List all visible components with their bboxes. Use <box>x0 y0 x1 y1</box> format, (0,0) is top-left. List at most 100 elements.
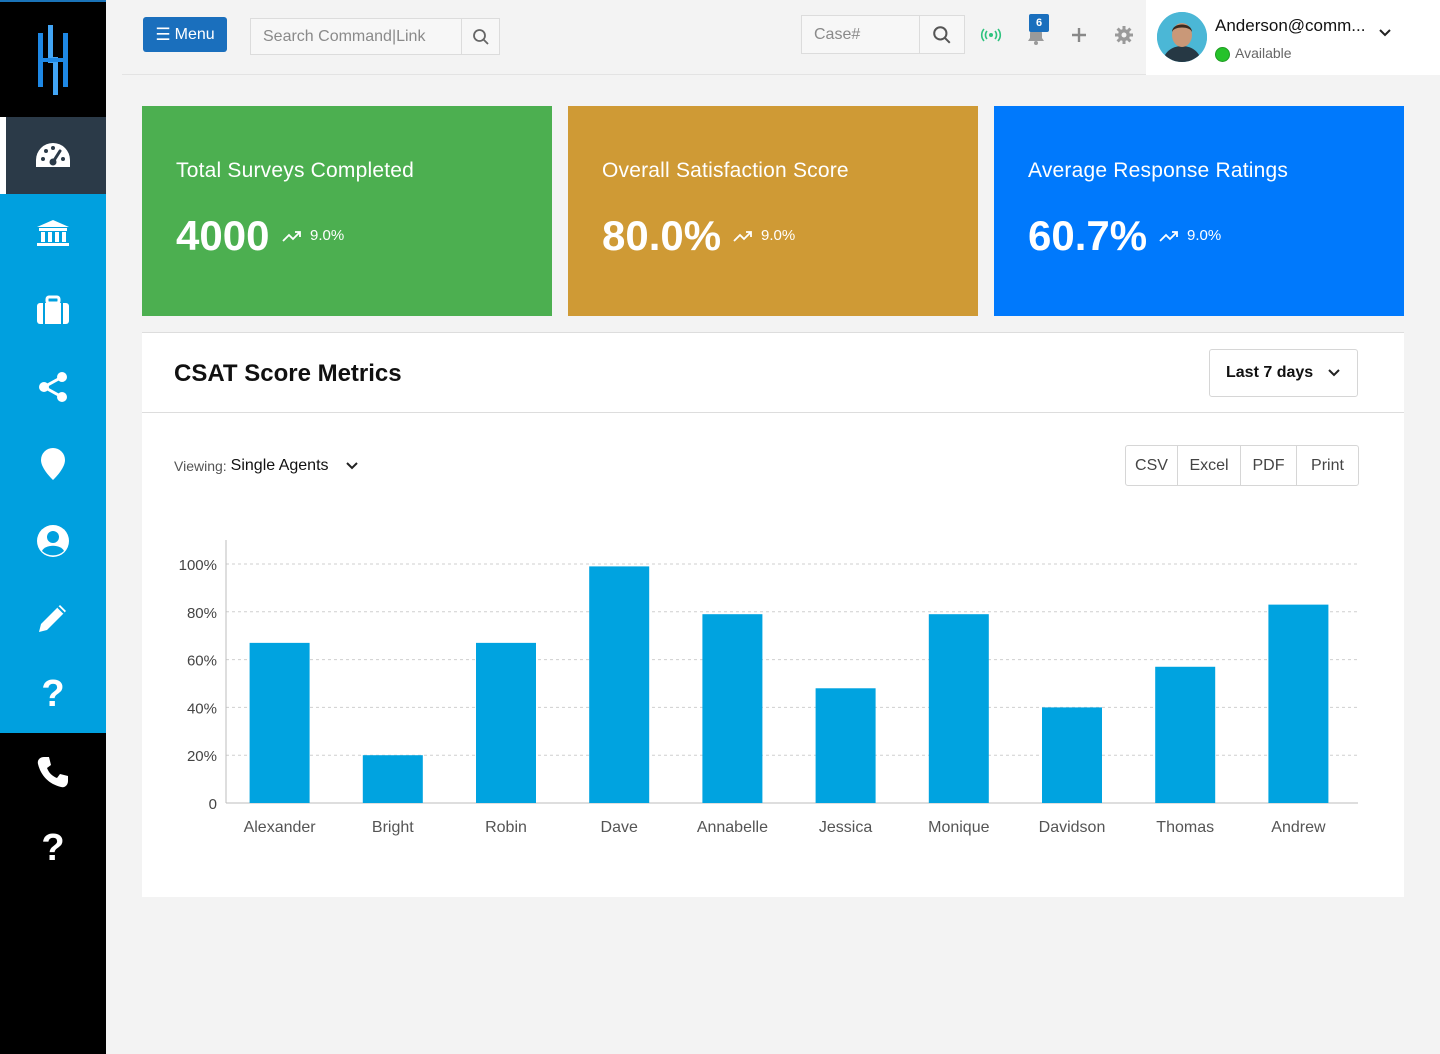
map-pin-icon <box>41 447 65 480</box>
menu-button[interactable]: ☰ Menu <box>143 17 227 52</box>
add-button[interactable] <box>1066 22 1092 48</box>
user-menu[interactable]: Anderson@comm... Available <box>1146 0 1440 75</box>
x-tick-label: Jessica <box>819 819 872 836</box>
x-tick-label: Bright <box>372 819 414 836</box>
command-search-button[interactable] <box>461 19 499 54</box>
trend-up-icon <box>282 230 301 242</box>
bar-annabelle[interactable] <box>702 614 763 803</box>
stat-card-value: 60.7% <box>1028 212 1148 259</box>
export-csv-button[interactable]: CSV <box>1126 446 1178 485</box>
user-name: Anderson@comm... <box>1215 16 1366 35</box>
bar-andrew[interactable] <box>1268 604 1329 803</box>
bar-bright[interactable] <box>362 755 423 803</box>
case-search <box>801 15 965 54</box>
bar-jessica[interactable] <box>815 688 876 803</box>
question-icon: ? <box>41 673 65 715</box>
panel-title: CSAT Score Metrics <box>174 360 402 387</box>
stat-card-title: Total Surveys Completed <box>176 159 415 182</box>
export-button-group: CSV Excel PDF Print <box>1125 445 1359 486</box>
x-tick-label: Robin <box>485 819 527 836</box>
period-dropdown-label: Last 7 days <box>1226 364 1314 381</box>
broadcast-icon <box>980 28 1002 42</box>
viewing-label: Viewing: <box>174 458 227 474</box>
sidebar-item-dashboard[interactable] <box>0 117 106 194</box>
x-tick-label: Monique <box>928 819 989 836</box>
trend-up-icon <box>733 230 752 242</box>
export-pdf-button[interactable]: PDF <box>1241 446 1297 485</box>
x-tick-label: Davidson <box>1039 819 1106 836</box>
command-search <box>250 18 500 55</box>
share-icon <box>39 371 67 402</box>
dashboard-gauge-icon <box>36 142 70 167</box>
user-status: Available <box>1235 45 1292 61</box>
y-tick-label: 100% <box>179 557 217 574</box>
bar-robin[interactable] <box>476 642 536 803</box>
chevron-down-icon <box>1328 369 1340 377</box>
x-tick-label: Andrew <box>1271 819 1326 836</box>
x-tick-label: Alexander <box>244 819 317 836</box>
csat-metrics-panel: CSAT Score Metrics Last 7 days Viewing: … <box>142 332 1404 897</box>
stat-card-value: 80.0% <box>602 212 722 259</box>
stat-card-title: Average Response Ratings <box>1028 159 1289 182</box>
x-tick-label: Annabelle <box>697 819 768 836</box>
y-tick-label: 20% <box>187 748 217 765</box>
bar-monique[interactable] <box>928 614 989 803</box>
sidebar-item-bank[interactable] <box>0 194 106 271</box>
bank-icon <box>37 219 69 246</box>
status-dot-icon <box>1215 47 1230 62</box>
sidebar-item-faq[interactable]: ? <box>0 656 106 733</box>
panel-divider <box>142 412 1404 413</box>
stat-card-value: 4000 <box>176 212 270 259</box>
user-circle-icon <box>37 524 69 557</box>
menu-button-label: Menu <box>174 25 215 43</box>
stat-card-trend-value: 9.0% <box>761 227 796 244</box>
top-bar: ☰ Menu 6 <box>122 0 1440 75</box>
stat-card-surveys: Total Surveys Completed 4000 9.0% <box>142 106 552 316</box>
sidebar-item-profile[interactable] <box>0 502 106 579</box>
pencil-icon <box>39 604 66 632</box>
period-dropdown[interactable]: Last 7 days <box>1209 349 1358 397</box>
app-logo[interactable] <box>0 0 106 117</box>
stat-card-satisfaction: Overall Satisfaction Score 80.0% 9.0% <box>568 106 978 316</box>
hamburger-icon: ☰ <box>155 24 171 44</box>
trend-up-icon <box>1159 230 1178 242</box>
y-tick-label: 40% <box>187 700 217 717</box>
help-icon: ? <box>41 827 65 869</box>
y-tick-label: 0 <box>209 796 217 813</box>
broadcast-button[interactable] <box>978 22 1004 48</box>
stat-card-trend: 9.0% <box>282 227 344 244</box>
sidebar-item-share[interactable] <box>0 348 106 425</box>
chevron-down-icon <box>1379 29 1391 37</box>
y-tick-label: 60% <box>187 653 217 670</box>
bar-dave[interactable] <box>589 566 650 803</box>
briefcase-icon <box>37 295 69 324</box>
sidebar-item-phone[interactable] <box>0 733 106 810</box>
bar-davidson[interactable] <box>1042 707 1102 803</box>
stat-card-trend-value: 9.0% <box>310 227 345 244</box>
csat-bar-chart: 0 20% 40% 60% 80% 100% Alexander Bright Robin Dav… <box>179 540 1358 836</box>
search-icon <box>472 28 489 45</box>
stat-card-title: Overall Satisfaction Score <box>602 159 849 182</box>
sidebar-item-cases[interactable] <box>0 271 106 348</box>
notification-badge: 6 <box>1029 14 1049 32</box>
sidebar-item-location[interactable] <box>0 425 106 502</box>
case-search-input[interactable] <box>802 16 919 53</box>
bar-thomas[interactable] <box>1155 666 1216 803</box>
x-tick-label: Thomas <box>1156 819 1214 836</box>
search-icon <box>933 25 951 43</box>
stat-card-trend-value: 9.0% <box>1187 227 1222 244</box>
gear-icon <box>1115 26 1133 44</box>
viewing-value: Single Agents <box>230 457 329 474</box>
settings-button[interactable] <box>1111 22 1137 48</box>
print-button[interactable]: Print <box>1311 456 1344 474</box>
stat-card-response: Average Response Ratings 60.7% 9.0% <box>994 106 1404 316</box>
sidebar-item-edit[interactable] <box>0 579 106 656</box>
viewing-selector[interactable]: Viewing: Single Agents <box>174 457 359 475</box>
phone-icon <box>37 756 68 787</box>
stat-card-trend: 9.0% <box>1159 227 1221 244</box>
case-search-button[interactable] <box>919 16 964 53</box>
sidebar-item-help[interactable]: ? <box>0 810 106 887</box>
export-excel-button[interactable]: Excel <box>1178 446 1241 485</box>
bar-alexander[interactable] <box>249 642 310 803</box>
command-search-input[interactable] <box>251 19 461 54</box>
